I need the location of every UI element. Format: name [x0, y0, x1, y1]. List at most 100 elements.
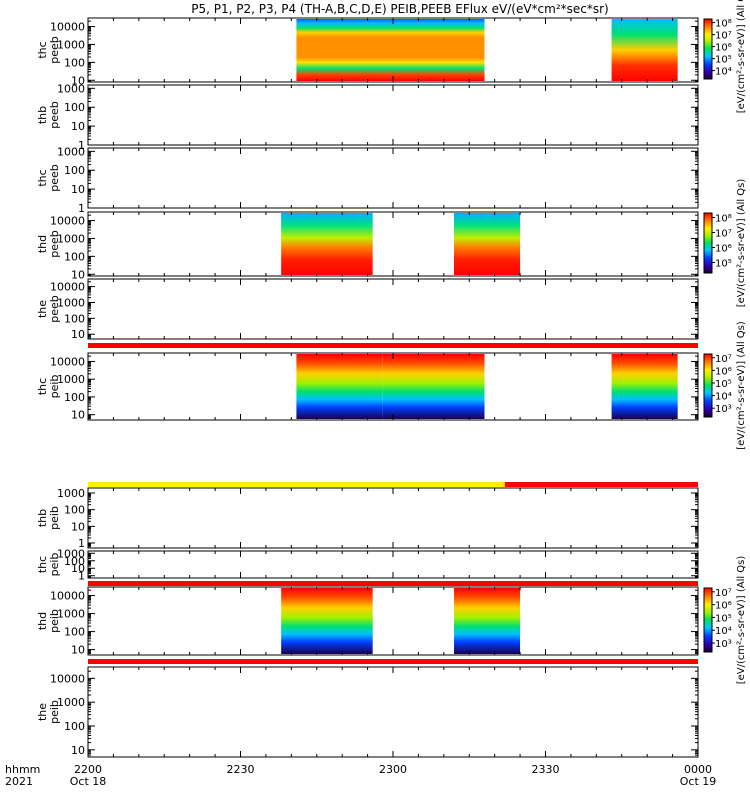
panel-2: 1000 100 10 1 thbpeeb [36, 82, 699, 152]
colorbar-tick-label: 10⁵ [715, 259, 732, 270]
spectrogram-block-3 [611, 354, 678, 419]
panel-label: thcpeeb [36, 36, 61, 64]
colorbar-tick-label: 10⁴ [715, 67, 732, 78]
y-tick-label: 1000 [57, 232, 85, 245]
y-tick-label: 1000 [57, 608, 85, 621]
y-tick-label: 100 [64, 164, 85, 177]
y-tick-label: 10000 [50, 281, 85, 294]
y-tick-label: 10000 [50, 355, 85, 368]
colorbar-tick-label: 10⁸ [715, 214, 732, 225]
panel-frame [87, 278, 699, 340]
colorbar-tick-label: 10⁷ [715, 31, 732, 42]
panel-5: 10000 1000 100 10 thepeeb [36, 278, 699, 341]
mode-bar-segment [88, 343, 698, 348]
panel-10: 10000 1000 100 10 thepeib [36, 666, 699, 758]
panel-label: thbpeeb [36, 101, 61, 129]
y-tick-label: 1000 [57, 696, 85, 709]
y-tick-label: 10 [71, 744, 85, 757]
x-axis-year-label: 2021 [5, 775, 33, 788]
mode-bar-segment [88, 482, 505, 487]
panel-frame [87, 487, 699, 549]
colorbar-gradient [703, 353, 713, 418]
y-tick-label: 1000 [57, 547, 85, 560]
colorbar-tick-label: 10⁶ [715, 601, 732, 612]
colorbar-4: 10⁸ 10⁷ 10⁶ 10⁵ [eV/(cm²-s-sr-eV)] (All Qs) [703, 179, 747, 308]
x-tick-label: 2230 [227, 763, 255, 776]
mode-bar-segment [88, 659, 698, 664]
colorbar-tick-label: 10⁷ [715, 229, 732, 240]
colorbar-tick-label: 10⁶ [715, 366, 732, 377]
panel-label: thcpeeb [36, 164, 61, 192]
colorbar-gradient [703, 18, 713, 80]
colorbar-tick-label: 10⁵ [715, 55, 732, 66]
y-tick-label: 10 [71, 183, 85, 196]
y-tick-label: 1000 [57, 145, 85, 158]
y-tick-label: 10 [71, 74, 85, 87]
panel-label: thepeeb [36, 295, 61, 323]
x-date-label: Oct 18 [70, 775, 107, 788]
y-tick-label: 10000 [50, 21, 85, 34]
y-tick-label: 100 [64, 101, 85, 114]
y-tick-label: 10000 [50, 672, 85, 685]
mode-bar-segment [504, 482, 698, 487]
colorbar-label: [eV/(cm²-s-sr-eV)] (All Qs) [736, 179, 747, 308]
colorbar-label: [eV/(cm²-s-sr-eV)] (All Qs) [736, 321, 747, 450]
y-tick-label: 10 [71, 268, 85, 281]
spectrogram-block-2 [611, 19, 678, 81]
y-tick-label: 1000 [57, 38, 85, 51]
colorbar-tick-label: 10⁴ [715, 626, 732, 637]
y-tick-label: 1 [78, 570, 85, 583]
mode-bars-group [88, 343, 698, 664]
y-tick-label: 100 [64, 504, 85, 517]
panel-1: 10000 1000 100 10 thcpeeb [36, 17, 699, 87]
spectrogram-block-1 [296, 19, 485, 81]
colorbar-tick-label: 10⁶ [715, 43, 732, 54]
panel-9: 10000 1000 100 10 thdpeib [36, 586, 699, 657]
panel-frame [87, 586, 699, 656]
y-tick-label: 1000 [57, 296, 85, 309]
panel-4: 10000 1000 100 10 thdpeeb [36, 211, 699, 281]
panel-label: thcpeib [36, 375, 61, 399]
spectrogram-block-2 [454, 213, 521, 275]
spectrogram-block-1 [281, 588, 373, 654]
colorbar-tick-label: 10⁵ [715, 379, 732, 390]
y-tick-label: 1 [78, 139, 85, 152]
colorbar-gradient [703, 212, 713, 274]
y-tick-label: 1000 [57, 487, 85, 500]
y-tick-label: 1 [78, 202, 85, 215]
spectrogram-block-1 [281, 213, 373, 275]
panel-label: thcpeib [36, 553, 61, 577]
x-tick-label: 2200 [74, 763, 102, 776]
panel-label: thdpeib [36, 609, 61, 633]
x-tick-label: 2300 [379, 763, 407, 776]
y-tick-label: 100 [64, 555, 85, 568]
x-axis-unit-label: hhmm [5, 763, 40, 776]
y-tick-label: 10000 [50, 590, 85, 603]
y-tick-label: 100 [64, 391, 85, 404]
panel-label: thbpeib [36, 506, 61, 530]
x-tick-label: 0000 [684, 763, 712, 776]
panel-label: thepeib [36, 700, 61, 724]
y-tick-label: 10 [71, 328, 85, 341]
colorbar-tick-label: 10⁸ [715, 19, 732, 30]
panel-frame [87, 84, 699, 146]
y-tick-label: 10 [71, 562, 85, 575]
colorbar-tick-label: 10⁴ [715, 392, 732, 403]
panel-6: 10000 1000 100 10 thcpeib [36, 352, 699, 422]
mode-bar-segment [88, 581, 698, 586]
y-tick-label: 100 [64, 720, 85, 733]
panel-frame [87, 147, 699, 209]
y-tick-label: 100 [64, 56, 85, 69]
colorbar-tick-label: 10⁷ [715, 588, 732, 599]
colorbar-label: [eV/(cm²-s-sr-eV)] (All Qs) [736, 0, 747, 113]
panel-7: 1000 100 10 1 thbpeib [36, 487, 699, 550]
y-tick-label: 10 [71, 644, 85, 657]
panel-frame [87, 211, 699, 277]
y-tick-label: 100 [64, 626, 85, 639]
y-tick-label: 10 [71, 520, 85, 533]
